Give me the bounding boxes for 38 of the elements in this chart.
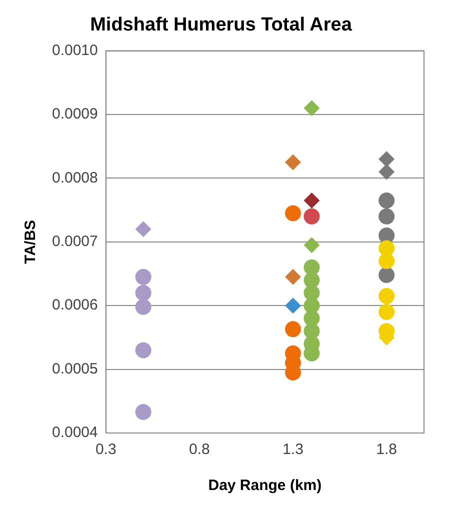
point [285,268,302,285]
point [135,404,152,420]
point [378,288,395,304]
point [135,268,152,285]
point [285,321,302,338]
point [304,272,320,288]
point [285,205,302,222]
y-tick-label: 0.0008 [52,169,98,186]
x-tick-label: 1.3 [282,441,304,458]
point [304,100,320,116]
point [285,298,302,314]
y-tick-label: 0.0004 [52,424,98,442]
x-tick-label: 0.3 [95,441,116,458]
y-tick-label: 0.0010 [52,42,98,59]
point [285,154,302,170]
y-axis-title: TA/BS [22,220,40,264]
y-tick-label: 0.0009 [52,106,98,123]
x-tick-label: 1.8 [376,441,398,458]
point [378,192,395,208]
point [304,208,320,224]
point [304,237,320,254]
point [378,304,395,320]
x-axis-title: Day Range (km) [208,477,322,494]
point [135,342,152,358]
point [378,164,395,180]
y-tick-label: 0.0006 [52,296,98,314]
x-tick-label: 0.8 [189,441,210,458]
point [135,221,152,238]
chart-title: Midshaft Humerus Total Area [90,14,352,36]
point [304,192,320,208]
point [378,208,395,224]
point [135,298,152,315]
point [135,284,152,301]
point [378,267,395,284]
point [378,253,395,270]
y-tick-label: 0.0005 [52,360,98,378]
y-tick-label: 0.0007 [52,233,98,250]
point [378,151,395,168]
